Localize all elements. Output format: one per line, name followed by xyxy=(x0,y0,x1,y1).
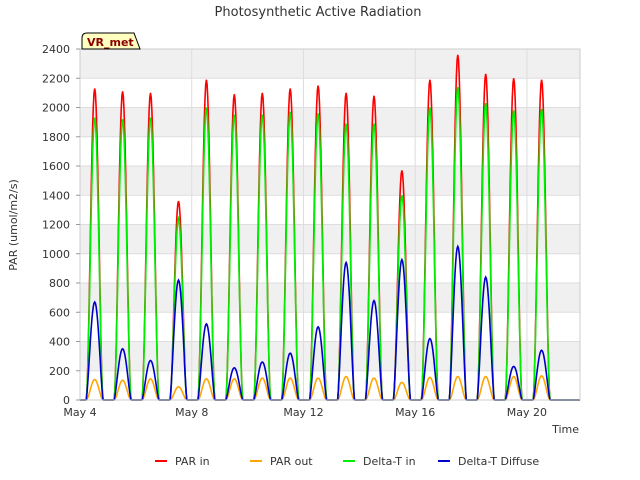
legend-label: PAR in xyxy=(175,455,210,468)
x-tick-label: May 8 xyxy=(175,406,208,419)
y-tick-label: 1200 xyxy=(42,219,70,232)
x-tick-label: May 12 xyxy=(283,406,323,419)
y-tick-label: 1800 xyxy=(42,131,70,144)
y-tick-label: 2000 xyxy=(42,102,70,115)
y-tick-label: 600 xyxy=(49,306,70,319)
band xyxy=(80,224,580,254)
legend: PAR in PAR out Delta-T in Delta-T Diffuse xyxy=(155,455,539,468)
legend-label: Delta-T Diffuse xyxy=(458,455,539,468)
x-tick-label: May 20 xyxy=(507,406,547,419)
y-tick-label: 1400 xyxy=(42,189,70,202)
background-bands xyxy=(80,49,580,371)
band xyxy=(80,341,580,371)
site-label: VR_met xyxy=(87,36,134,49)
y-tick-label: 200 xyxy=(49,365,70,378)
x-axis-label: Time xyxy=(551,423,579,436)
y-axis-ticks: 0 200 400 600 800 1000 1200 1400 1600 1800 2000 220… xyxy=(42,43,80,407)
y-tick-label: 800 xyxy=(49,277,70,290)
band xyxy=(80,166,580,196)
y-tick-label: 2200 xyxy=(42,72,70,85)
y-tick-label: 0 xyxy=(63,394,70,407)
chart-title: Photosynthetic Active Radiation xyxy=(215,5,422,20)
y-tick-label: 1000 xyxy=(42,248,70,261)
y-tick-label: 1600 xyxy=(42,160,70,173)
y-tick-label: 400 xyxy=(49,336,70,349)
band xyxy=(80,283,580,313)
x-tick-label: May 16 xyxy=(395,406,435,419)
band xyxy=(80,49,580,79)
x-tick-label: May 4 xyxy=(63,406,96,419)
legend-label: Delta-T in xyxy=(363,455,416,468)
y-axis-label: PAR (umol/m2/s) xyxy=(7,179,20,271)
x-axis-ticks: May 4 May 8 May 12 May 16 May 20 xyxy=(63,406,547,419)
band xyxy=(80,107,580,137)
y-tick-label: 2400 xyxy=(42,43,70,56)
site-label-box: VR_met xyxy=(81,32,141,50)
legend-label: PAR out xyxy=(270,455,313,468)
